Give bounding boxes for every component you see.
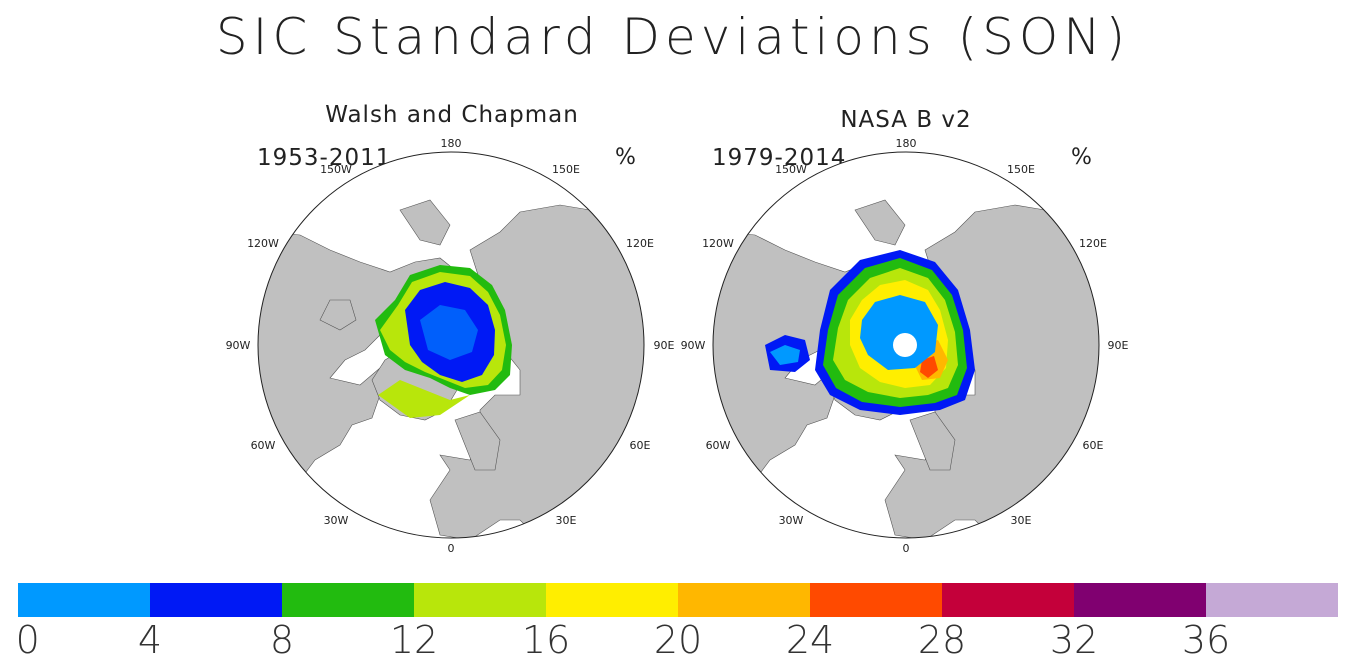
panel-walsh-chapman: Walsh and Chapman 1953-2011 % 180 150W 1… xyxy=(226,102,675,555)
colorbar xyxy=(18,583,1338,617)
lon-label-60e: 60E xyxy=(1083,439,1104,452)
lon-label-120e: 120E xyxy=(626,237,654,250)
land-scandinavia xyxy=(909,411,956,471)
lon-label-30e: 30E xyxy=(556,514,577,527)
lon-label-30w: 30W xyxy=(324,514,349,527)
lon-label-60w: 60W xyxy=(251,439,276,452)
sic-field-lime-atlantic xyxy=(378,380,470,418)
colorbar-segment xyxy=(414,583,546,617)
lon-label-30w: 30W xyxy=(779,514,804,527)
panel-period: 1953-2011 xyxy=(257,145,391,171)
colorbar-tick-label: 16 xyxy=(521,618,571,662)
map-area xyxy=(713,152,1099,538)
lon-label-0: 0 xyxy=(448,542,455,555)
lon-label-0: 0 xyxy=(903,542,910,555)
colorbar-segment xyxy=(546,583,678,617)
lon-label-90e: 90E xyxy=(1108,339,1129,352)
unit-label: % xyxy=(1071,145,1092,170)
pole-hole xyxy=(893,333,917,357)
land-scandinavia xyxy=(454,411,501,471)
land-alaska xyxy=(399,199,451,246)
panel-title: Walsh and Chapman xyxy=(325,102,579,128)
colorbar-tick-label: 24 xyxy=(785,618,835,662)
lon-label-180: 180 xyxy=(896,137,917,150)
colorbar-segment xyxy=(150,583,282,617)
colorbar-tick-label: 8 xyxy=(269,618,295,662)
colorbar-tick-label: 12 xyxy=(389,618,439,662)
lon-label-150w: 150W xyxy=(775,163,807,176)
colorbar-segment xyxy=(678,583,810,617)
map-boundary xyxy=(712,151,1100,539)
colorbar-segment xyxy=(1206,583,1338,617)
panel-period: 1979-2014 xyxy=(712,145,846,171)
sic-field-red xyxy=(920,356,938,378)
lon-label-150e: 150E xyxy=(552,163,580,176)
colorbar-segment xyxy=(18,583,150,617)
colorbar-tick-label: 0 xyxy=(15,618,40,662)
lon-label-90e: 90E xyxy=(654,339,675,352)
polar-maps: Walsh and Chapman 1953-2011 % 180 150W 1… xyxy=(226,102,1129,555)
map-boundary xyxy=(257,151,645,539)
colorbar-segment xyxy=(282,583,414,617)
lon-label-90w: 90W xyxy=(681,339,706,352)
panel-title: NASA B v2 xyxy=(840,107,971,133)
lon-label-120w: 120W xyxy=(702,237,734,250)
colorbar-tick-label: 4 xyxy=(137,618,163,662)
unit-label: % xyxy=(615,145,636,170)
sic-field-hudson-light xyxy=(770,345,800,365)
lon-label-180: 180 xyxy=(441,137,462,150)
figure-title: SIC Standard Deviations (SON) xyxy=(215,8,1131,66)
colorbar-tick-labels: 0 4 8 12 16 20 24 28 32 36 xyxy=(0,618,1346,665)
colorbar-tick-label: 32 xyxy=(1049,618,1099,662)
colorbar-tick-label: 36 xyxy=(1181,618,1231,662)
land-alaska xyxy=(854,199,906,246)
lon-label-120w: 120W xyxy=(247,237,279,250)
sic-field-lightblue xyxy=(860,295,938,370)
sic-field-lightblue xyxy=(420,305,478,360)
lon-label-90w: 90W xyxy=(226,339,251,352)
lon-label-60w: 60W xyxy=(706,439,731,452)
lon-label-30e: 30E xyxy=(1011,514,1032,527)
lon-label-150w: 150W xyxy=(320,163,352,176)
colorbar-segment xyxy=(1074,583,1206,617)
colorbar-segment xyxy=(942,583,1074,617)
colorbar-segment xyxy=(810,583,942,617)
land-hudson-west xyxy=(319,299,357,331)
colorbar-tick-label: 28 xyxy=(917,618,967,662)
lon-label-150e: 150E xyxy=(1007,163,1035,176)
lon-label-60e: 60E xyxy=(630,439,651,452)
map-area xyxy=(258,152,644,538)
panel-nasa-b-v2: NASA B v2 1979-2014 % 180 150W 150E 120W xyxy=(681,107,1129,555)
lon-label-120e: 120E xyxy=(1079,237,1107,250)
colorbar-tick-label: 20 xyxy=(653,618,703,662)
